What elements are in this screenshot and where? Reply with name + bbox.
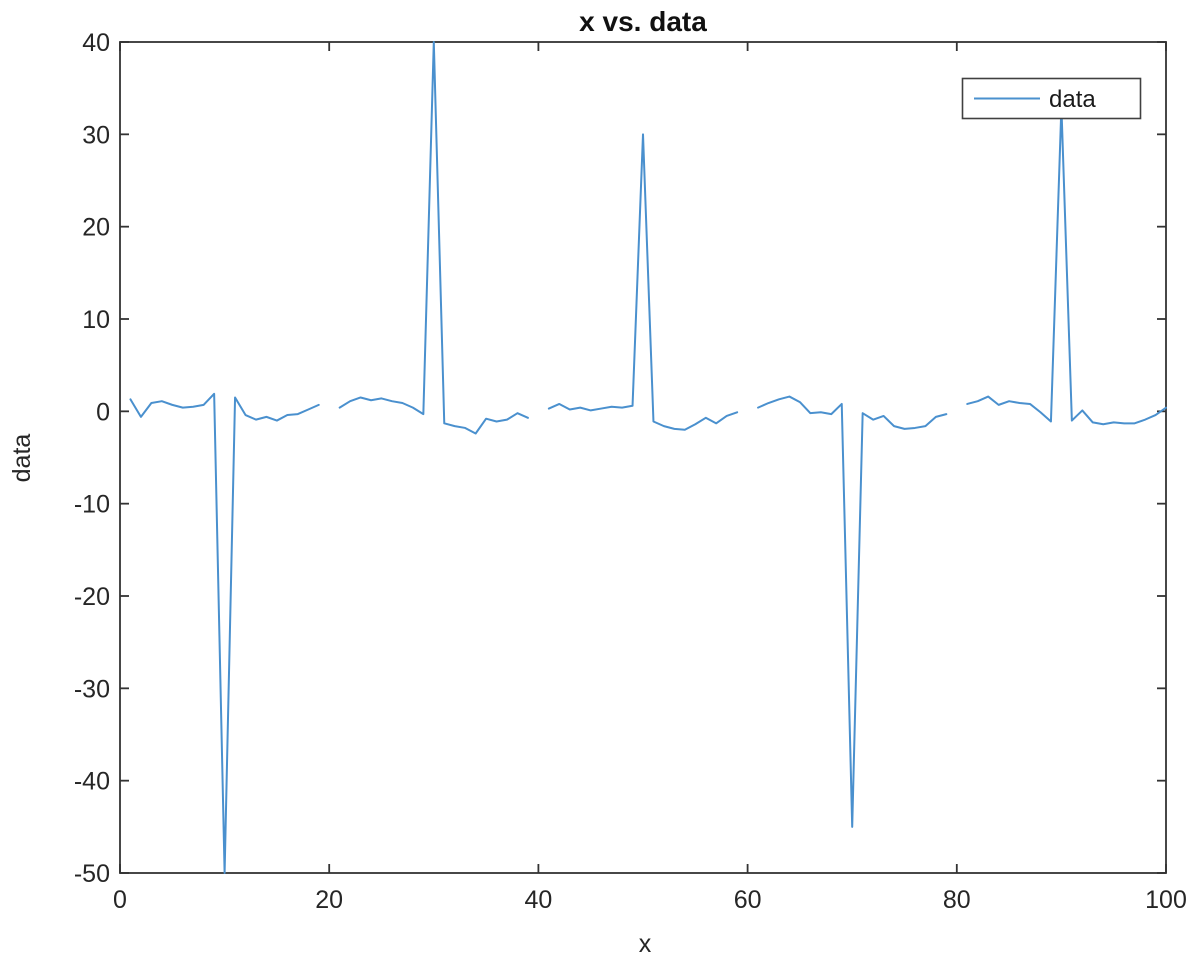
x-tick-label: 60 bbox=[734, 886, 762, 914]
chart-title: x vs. data bbox=[579, 6, 707, 37]
data-line-segment bbox=[547, 133, 739, 431]
y-tick-label: 30 bbox=[82, 121, 110, 149]
y-tick-label: -40 bbox=[74, 768, 110, 796]
y-tick-label: -20 bbox=[74, 583, 110, 611]
data-line-segment bbox=[757, 395, 948, 828]
x-axis-label: x bbox=[639, 930, 652, 958]
y-tick-label: 0 bbox=[96, 398, 110, 426]
chart-generated-layer: 0 20 40 60 80 100 -50 -40 -30 -20 -10 0 10 20 30 40 bbox=[74, 29, 1187, 914]
y-axis-label: data bbox=[8, 434, 36, 483]
x-tick-label: 20 bbox=[315, 886, 343, 914]
legend: data bbox=[961, 77, 1142, 120]
y-tick-label: 20 bbox=[82, 214, 110, 242]
x-tick-label: 40 bbox=[524, 886, 552, 914]
y-tick-label: -30 bbox=[74, 675, 110, 703]
y-tick-label: 40 bbox=[82, 29, 110, 57]
x-tick-label: 80 bbox=[943, 886, 971, 914]
data-line-segment bbox=[129, 392, 320, 874]
axes-box bbox=[119, 41, 1167, 874]
x-tick-label: 0 bbox=[113, 886, 127, 914]
y-tick-label: 10 bbox=[82, 306, 110, 334]
data-line-segment bbox=[966, 105, 1167, 426]
x-tick-label: 100 bbox=[1145, 886, 1187, 914]
y-tick-label: -10 bbox=[74, 491, 110, 519]
y-tick-label: -50 bbox=[74, 860, 110, 888]
legend-entry-label: data bbox=[1049, 86, 1096, 113]
data-line-segment bbox=[338, 41, 529, 435]
